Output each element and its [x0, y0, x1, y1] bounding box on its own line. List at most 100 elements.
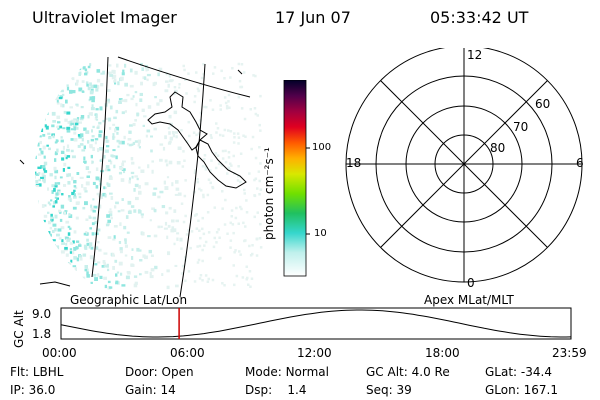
speckle-pixel — [73, 126, 77, 131]
speckle-pixel — [52, 81, 56, 84]
speckle-pixel — [116, 271, 120, 274]
speckle-pixel — [184, 279, 187, 282]
speckle-pixel — [35, 179, 39, 184]
speckle-pixel — [65, 99, 68, 104]
speckle-pixel — [40, 165, 43, 169]
speckle-pixel — [149, 275, 154, 279]
speckle-pixel — [56, 99, 59, 103]
speckle-pixel — [108, 64, 112, 67]
speckle-pixel — [87, 86, 91, 91]
geographic-image — [19, 56, 263, 297]
speckle-pixel — [194, 169, 197, 172]
speckle-pixel — [258, 123, 261, 127]
speckle-pixel — [62, 145, 65, 150]
speckle-pixel — [84, 246, 88, 250]
speckle-pixel — [50, 91, 53, 95]
speckle-pixel — [97, 273, 100, 277]
speckle-pixel — [237, 142, 240, 145]
speckle-pixel — [121, 99, 126, 102]
speckle-pixel — [52, 239, 56, 242]
speckle-pixel — [59, 218, 63, 222]
speckle-pixel — [102, 260, 106, 264]
glat-status: GLat: -34.4 — [485, 365, 552, 379]
speckle-pixel — [89, 90, 94, 95]
speckle-pixel — [159, 158, 163, 162]
speckle-pixel — [41, 241, 45, 244]
colorbar-unit-label: photon cm⁻²s⁻¹ — [262, 147, 276, 240]
speckle-pixel — [35, 62, 38, 65]
speckle-pixel — [240, 207, 243, 211]
speckle-pixel — [41, 106, 44, 110]
speckle-pixel — [79, 257, 83, 261]
speckle-pixel — [54, 175, 57, 180]
speckle-pixel — [154, 96, 157, 99]
speckle-pixel — [135, 196, 139, 201]
speckle-pixel — [258, 193, 261, 196]
speckle-pixel — [36, 215, 40, 219]
speckle-pixel — [147, 105, 152, 109]
speckle-pixel — [127, 210, 132, 214]
speckle-pixel — [78, 121, 82, 124]
speckle-pixel — [43, 204, 47, 207]
glon-status: GLon: 167.1 — [485, 383, 558, 397]
speckle-pixel — [39, 148, 42, 151]
speckle-pixel — [150, 135, 153, 138]
speckle-pixel — [71, 119, 76, 123]
speckle-pixel — [181, 264, 185, 268]
speckle-pixel — [37, 98, 40, 101]
speckle-pixel — [226, 172, 229, 175]
mode-value: Normal — [285, 365, 329, 379]
speckle-pixel — [31, 213, 33, 216]
speckle-pixel — [173, 92, 176, 96]
speckle-pixel — [144, 182, 149, 186]
speckle-pixel — [98, 130, 103, 133]
speckle-pixel — [47, 132, 51, 135]
speckle-pixel — [199, 236, 202, 240]
speckle-pixel — [75, 82, 79, 86]
speckle-pixel — [61, 93, 65, 96]
speckle-pixel — [73, 195, 77, 199]
speckle-pixel — [77, 192, 82, 196]
speckle-pixel — [164, 89, 169, 93]
speckle-pixel — [117, 145, 120, 148]
speckle-pixel — [35, 62, 38, 67]
speckle-pixel — [237, 62, 241, 66]
speckle-pixel — [51, 190, 54, 194]
speckle-pixel — [80, 106, 84, 109]
speckle-pixel — [42, 174, 46, 179]
speckle-pixel — [121, 168, 126, 171]
speckle-pixel — [182, 220, 186, 224]
speckle-pixel — [112, 238, 116, 241]
speckle-pixel — [38, 237, 42, 240]
speckle-pixel — [83, 156, 86, 161]
speckle-pixel — [37, 89, 41, 92]
speckle-pixel — [135, 102, 138, 107]
speckle-pixel — [146, 73, 151, 77]
speckle-pixel — [39, 135, 42, 138]
speckle-pixel — [87, 140, 90, 144]
speckle-pixel — [109, 105, 113, 110]
speckle-pixel — [144, 255, 148, 260]
speckle-pixel — [86, 271, 89, 276]
speckle-pixel — [215, 231, 219, 234]
speckle-pixel — [108, 159, 112, 162]
meridian-line — [179, 63, 206, 297]
speckle-pixel — [129, 68, 133, 73]
speckle-pixel — [79, 133, 84, 137]
speckle-pixel — [35, 127, 36, 132]
speckle-pixel — [147, 164, 150, 169]
speckle-pixel — [78, 243, 81, 246]
speckle-pixel — [96, 118, 99, 121]
speckle-pixel — [92, 125, 95, 129]
speckle-pixel — [47, 96, 51, 99]
speckle-pixel — [196, 261, 200, 264]
speckle-pixel — [76, 63, 80, 67]
speckle-pixel — [63, 81, 66, 85]
speckle-pixel — [98, 178, 102, 182]
speckle-pixel — [248, 172, 251, 175]
speckle-pixel — [35, 138, 36, 142]
time-tick-0000: 00:00 — [42, 346, 77, 360]
altitude-plot — [60, 307, 572, 340]
speckle-pixel — [203, 158, 206, 161]
speckle-pixel — [106, 145, 110, 148]
